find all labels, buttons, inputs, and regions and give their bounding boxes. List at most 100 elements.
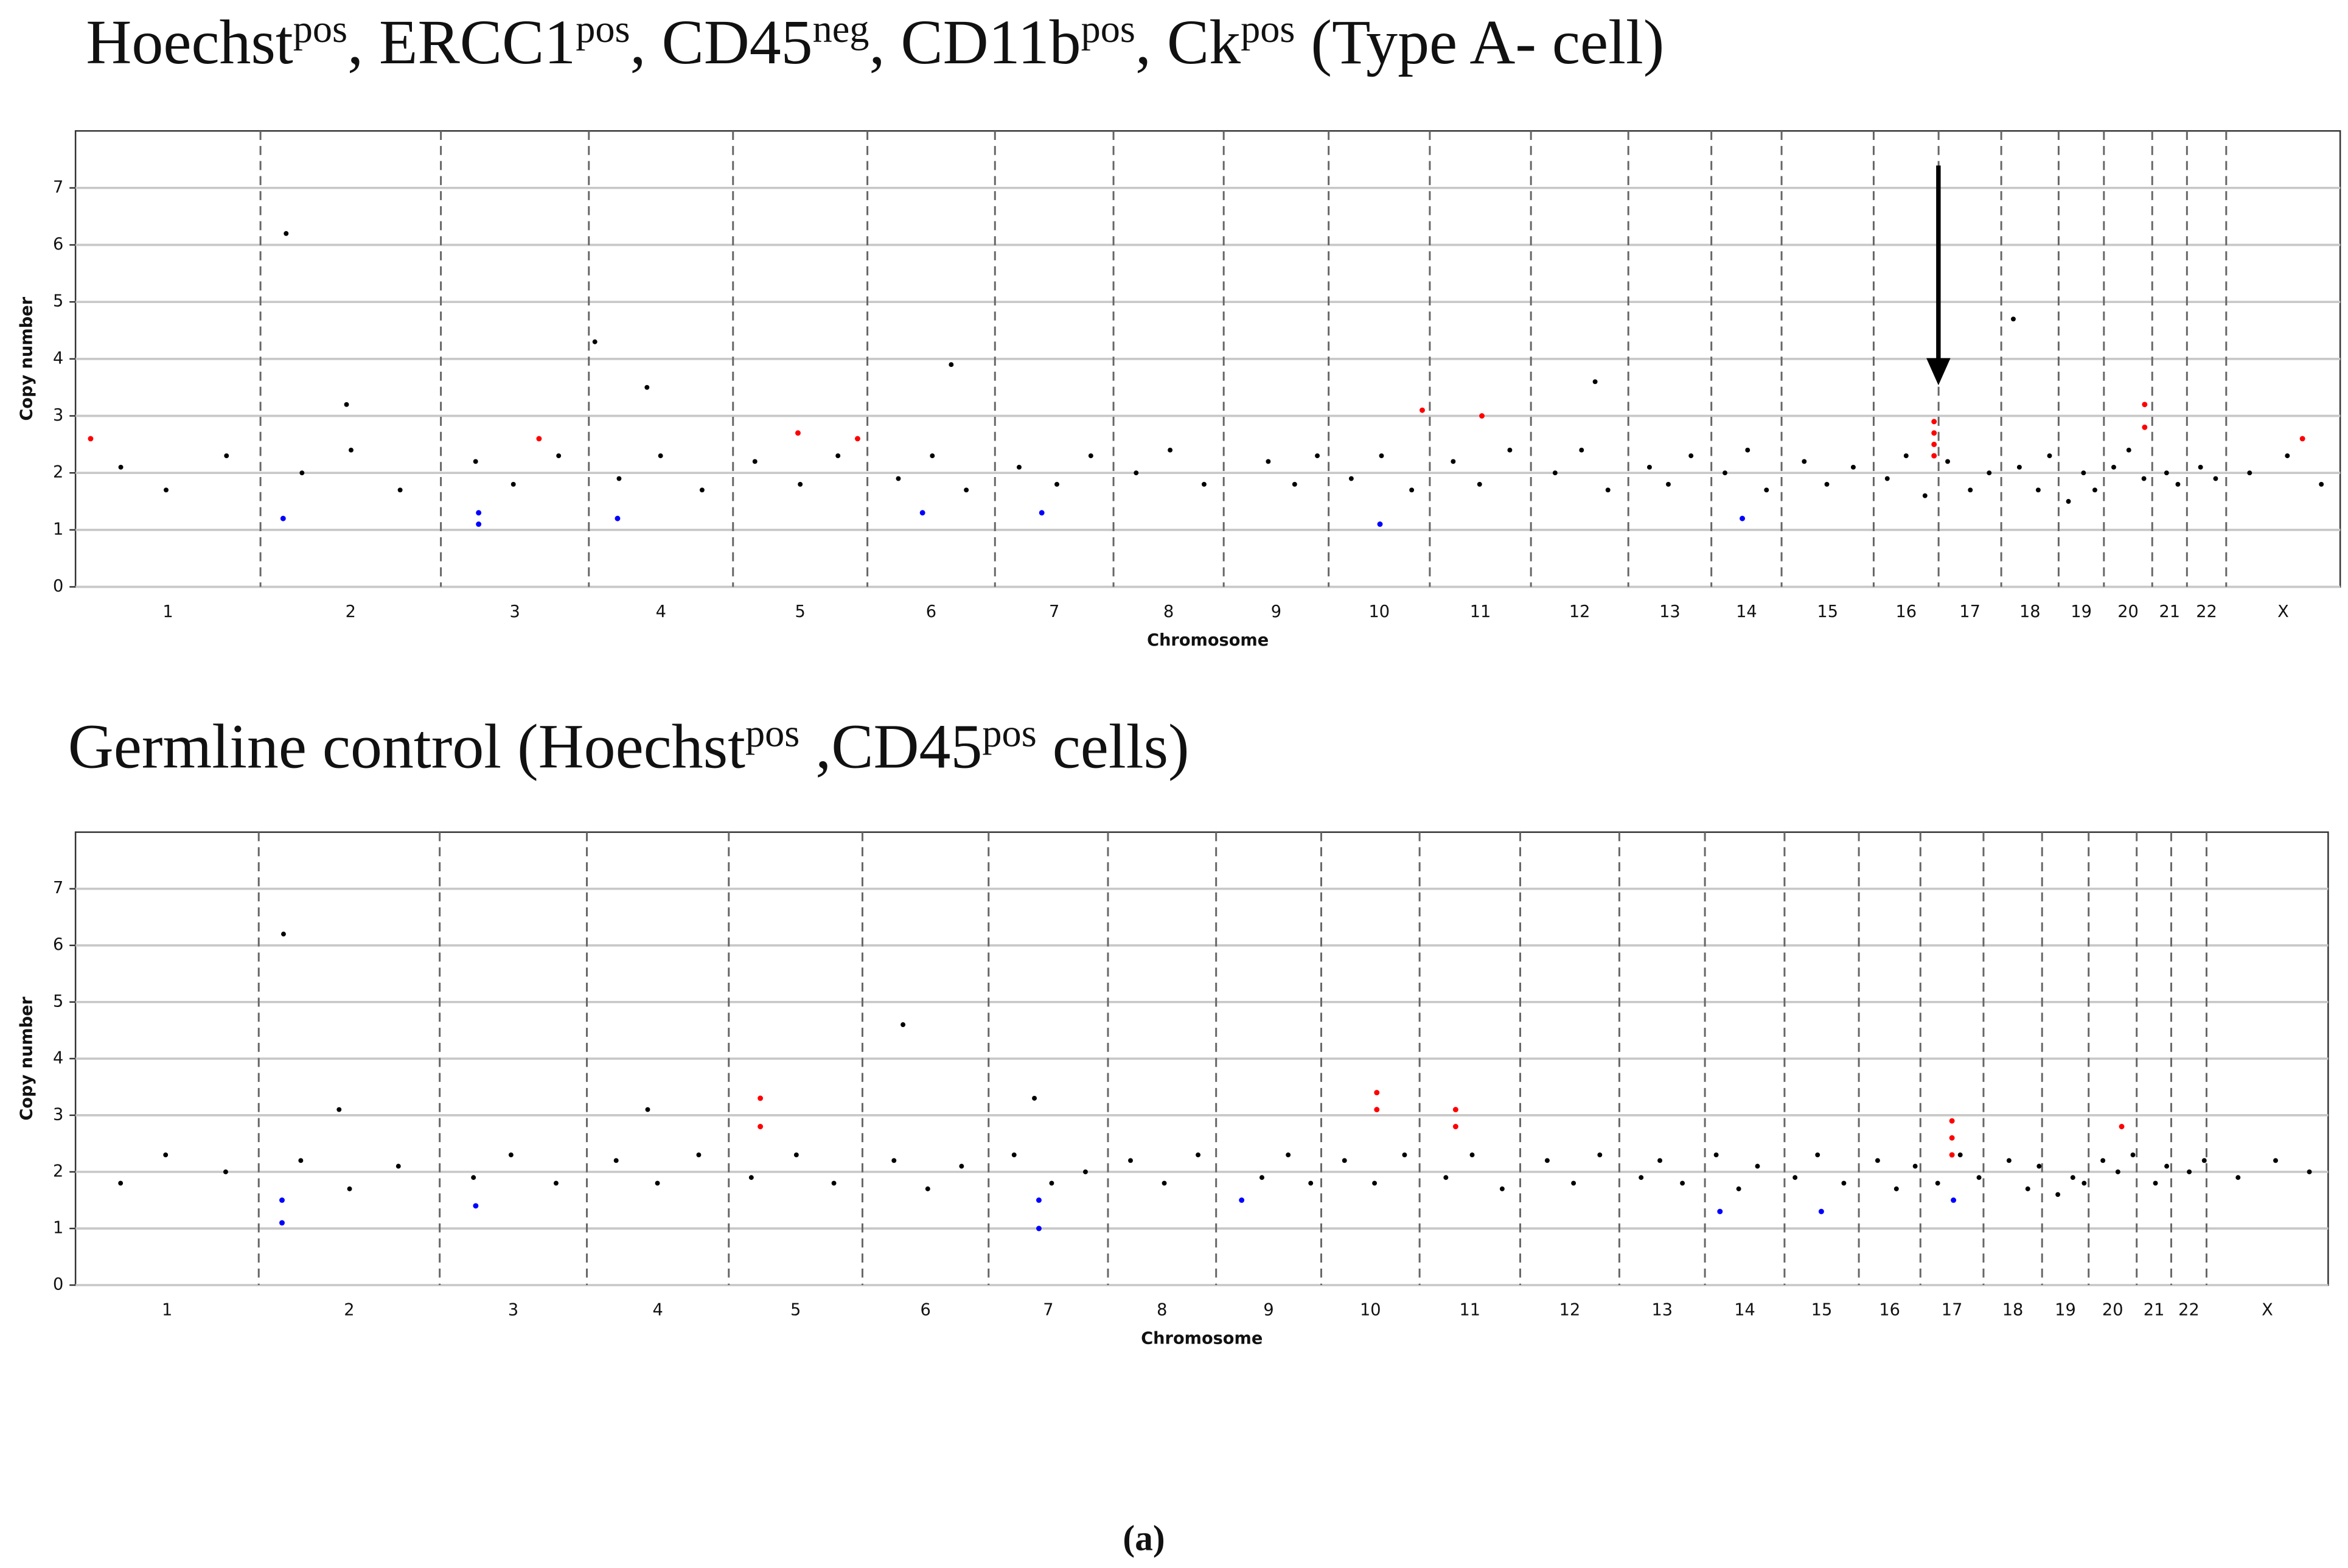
- data-point: [2006, 1158, 2012, 1163]
- data-point: [1552, 470, 1558, 476]
- title-text: , ERCC1: [347, 7, 576, 77]
- x-tick-label: 15: [1817, 602, 1838, 621]
- data-point: [1308, 1180, 1314, 1186]
- data-point: [1201, 481, 1207, 487]
- x-tick-label: 20: [2117, 602, 2139, 621]
- data-point: [397, 487, 403, 493]
- x-tick-label: 7: [1043, 1301, 1053, 1320]
- y-tick-label: 2: [53, 1162, 63, 1180]
- data-point: [2016, 464, 2022, 470]
- data-point: [949, 362, 954, 368]
- data-point: [1286, 1152, 1291, 1157]
- data-point: [2130, 1152, 2136, 1157]
- x-tick-label: 3: [508, 1301, 518, 1320]
- title-text: cells): [1037, 711, 1190, 781]
- data-point: [2055, 1192, 2061, 1197]
- y-tick-label: 3: [53, 406, 63, 425]
- data-point: [1196, 1152, 1201, 1157]
- data-point: [831, 1180, 837, 1186]
- data-point: [349, 447, 354, 453]
- data-point: [1688, 453, 1694, 459]
- x-tick-label: 12: [1569, 602, 1590, 621]
- data-point: [1912, 1163, 1918, 1169]
- data-point: [2319, 481, 2324, 487]
- data-point: [1717, 1208, 1723, 1214]
- data-point: [2081, 1180, 2087, 1186]
- x-axis-label: Chromosome: [1141, 1329, 1263, 1348]
- data-point: [1571, 1180, 1576, 1186]
- data-point: [1377, 521, 1383, 527]
- data-point: [798, 481, 803, 487]
- x-tick-label: 5: [790, 1301, 801, 1320]
- y-tick-label: 6: [53, 935, 63, 954]
- data-point: [2142, 402, 2148, 408]
- chart-title: Hoechstpos, ERCC1pos, CD45neg, CD11bpos,…: [86, 7, 1664, 77]
- data-point: [1451, 459, 1456, 464]
- data-point: [613, 1158, 619, 1163]
- data-point: [2247, 470, 2252, 476]
- data-point: [1666, 481, 1671, 487]
- x-tick-label: 15: [1811, 1301, 1833, 1320]
- data-point: [658, 453, 663, 459]
- x-tick-label: 12: [1559, 1301, 1581, 1320]
- data-point: [2081, 470, 2086, 476]
- data-point: [699, 487, 705, 493]
- data-point: [395, 1163, 401, 1169]
- title-text: , Ck: [1135, 7, 1241, 77]
- data-point: [1922, 493, 1928, 498]
- data-point: [1884, 476, 1890, 481]
- data-point: [279, 1197, 285, 1203]
- data-point: [2100, 1158, 2106, 1163]
- title-text: (Type A- cell): [1295, 7, 1664, 77]
- x-tick-label: 21: [2144, 1301, 2165, 1320]
- data-point: [2035, 487, 2041, 493]
- x-tick-label: 22: [2178, 1301, 2200, 1320]
- data-point: [2299, 436, 2305, 442]
- data-point: [1713, 1152, 1719, 1157]
- data-point: [616, 476, 622, 481]
- data-point: [1740, 515, 1746, 521]
- data-point: [553, 1180, 559, 1186]
- data-point: [163, 1152, 169, 1157]
- x-tick-label: 1: [162, 1301, 172, 1320]
- data-point: [1379, 453, 1384, 459]
- data-point: [896, 476, 901, 481]
- data-point: [1342, 1158, 1347, 1163]
- data-point: [1402, 1152, 1407, 1157]
- title-superscript: pos: [1081, 7, 1135, 51]
- data-point: [1755, 1163, 1760, 1169]
- data-point: [901, 1022, 906, 1027]
- data-point: [298, 1158, 304, 1163]
- data-point: [758, 1124, 764, 1129]
- data-point: [1745, 447, 1751, 453]
- data-point: [476, 521, 482, 527]
- data-point: [2011, 316, 2016, 322]
- data-point: [2198, 464, 2203, 470]
- data-point: [645, 1107, 650, 1112]
- data-point: [1931, 441, 1937, 447]
- data-point: [1348, 476, 1354, 481]
- x-tick-label: 4: [656, 602, 666, 621]
- data-point: [336, 1107, 342, 1112]
- data-point: [344, 402, 349, 407]
- x-axis-label: Chromosome: [1147, 631, 1269, 650]
- data-point: [2213, 476, 2218, 481]
- data-point: [1507, 447, 1513, 453]
- data-point: [556, 453, 562, 459]
- y-tick-label: 2: [53, 463, 63, 482]
- data-point: [1792, 1175, 1798, 1180]
- data-point: [224, 453, 229, 459]
- data-point: [1605, 487, 1611, 493]
- data-point: [118, 464, 124, 470]
- data-point: [2273, 1158, 2278, 1163]
- x-tick-label: 11: [1460, 1301, 1481, 1320]
- data-point: [2070, 1175, 2075, 1180]
- data-point: [2141, 476, 2147, 481]
- title-superscript: pos: [293, 7, 347, 51]
- data-point: [118, 1180, 124, 1186]
- data-point: [1049, 1180, 1054, 1186]
- data-point: [592, 339, 597, 344]
- data-point: [615, 515, 621, 521]
- data-point: [1931, 419, 1937, 425]
- data-point: [1032, 1096, 1037, 1101]
